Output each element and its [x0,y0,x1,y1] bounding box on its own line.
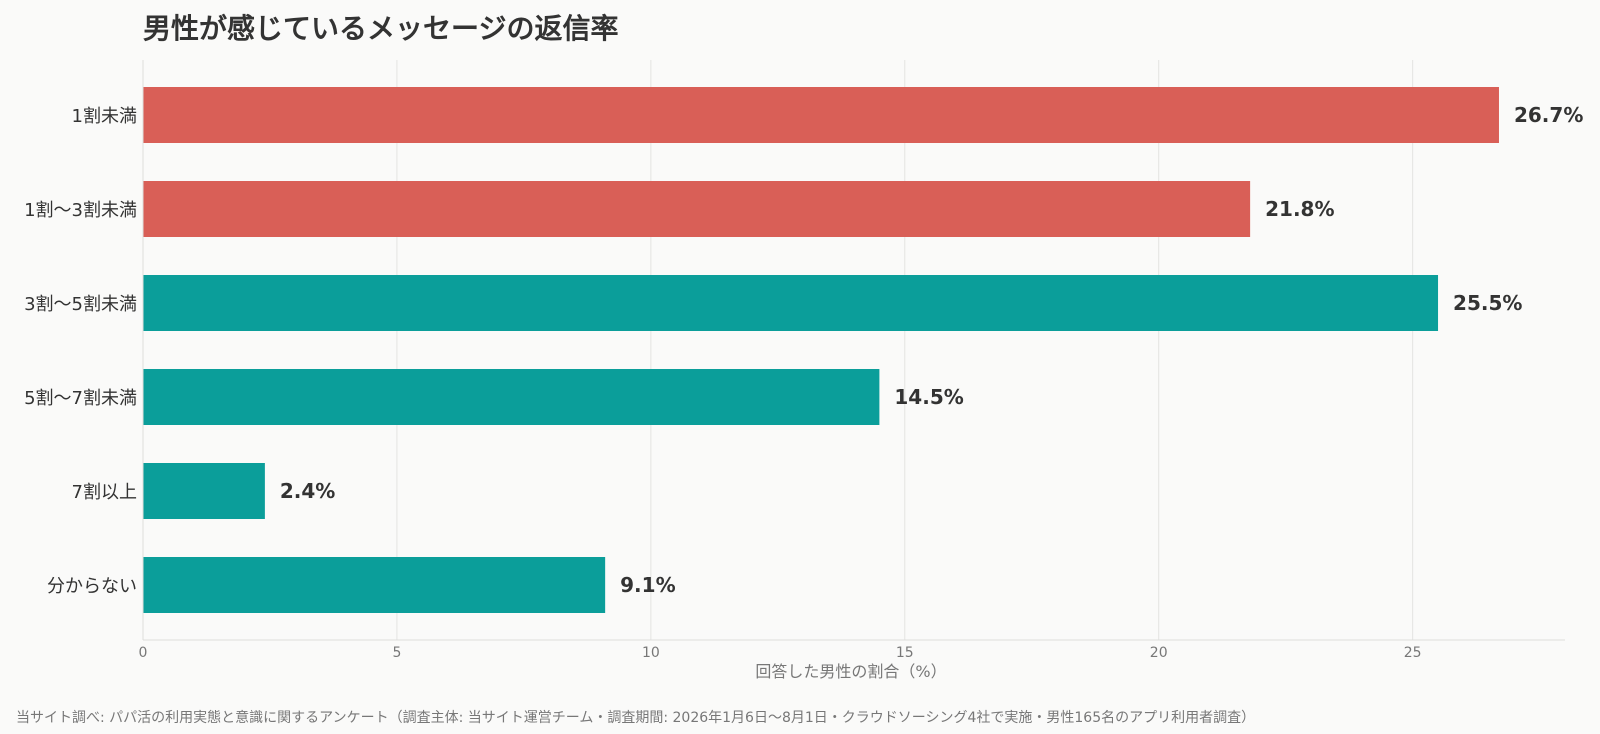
category-label: 1割未満 [72,106,137,127]
x-tick-label: 20 [1150,645,1168,661]
x-tick-label: 0 [139,645,148,661]
value-label: 25.5% [1453,291,1522,315]
bar [143,463,265,519]
x-tick-label: 15 [896,645,914,661]
category-label: 5割〜7割未満 [24,388,137,409]
category-label: 1割〜3割未満 [24,200,137,221]
value-label: 26.7% [1514,103,1583,127]
bar [143,87,1499,143]
chart-title: 男性が感じているメッセージの返信率 [143,12,618,45]
x-tick-label: 5 [392,645,401,661]
bar [143,369,880,425]
bar [143,275,1439,331]
bar [143,181,1251,237]
value-label: 9.1% [620,573,675,597]
x-tick-label: 10 [642,645,660,661]
category-label: 分からない [47,576,137,597]
value-labels: 26.7% 21.8% 25.5% 14.5% 2.4% 9.1% [280,103,1583,597]
gridlines [396,60,1414,640]
x-axis-title: 回答した男性の割合（%） [755,662,946,681]
bars [143,87,1499,613]
category-label: 7割以上 [72,482,137,503]
bar [143,557,606,613]
category-label: 3割〜5割未満 [24,294,137,315]
source-note: 当サイト調べ: パパ活の利用実態と意識に関するアンケート（調査主体: 当サイト運… [16,709,1255,726]
x-tick-label: 25 [1404,645,1422,661]
value-label: 21.8% [1265,197,1334,221]
value-label: 14.5% [894,385,963,409]
x-axis: 0 5 10 15 20 25 [139,60,1565,661]
value-label: 2.4% [280,479,335,503]
